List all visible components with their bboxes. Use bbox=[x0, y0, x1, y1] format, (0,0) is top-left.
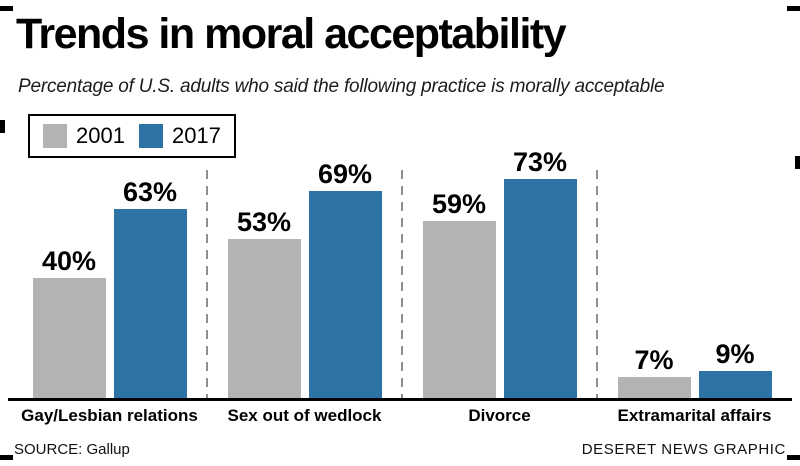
chart-legend: 2001 2017 bbox=[28, 114, 236, 158]
graphic-credit: DESERET NEWS GRAPHIC bbox=[581, 441, 786, 458]
crop-mark bbox=[787, 6, 800, 11]
category-label: Sex out of wedlock bbox=[227, 406, 382, 425]
legend-item-2017: 2017 bbox=[138, 123, 221, 149]
bar-with-label: 7% bbox=[617, 345, 691, 398]
bar-2017 bbox=[698, 371, 772, 398]
bar-group: 40% 63% bbox=[12, 179, 207, 398]
bar-value-label: 63% bbox=[122, 177, 178, 207]
bar-with-label: 73% bbox=[503, 147, 577, 398]
legend-swatch-2017 bbox=[138, 124, 163, 148]
bar-with-label: 63% bbox=[113, 177, 187, 398]
bar-group: 59% 73% bbox=[402, 149, 597, 398]
bar-value-label: 69% bbox=[317, 159, 373, 189]
legend-label: 2001 bbox=[76, 123, 125, 148]
category-label: Divorce bbox=[468, 406, 531, 425]
bar-2017 bbox=[308, 191, 382, 398]
legend-swatch-2001 bbox=[43, 124, 67, 148]
bar-with-label: 40% bbox=[32, 246, 106, 398]
dashed-separator bbox=[596, 170, 598, 398]
bar-2017 bbox=[503, 179, 577, 398]
crop-mark bbox=[795, 156, 800, 169]
page-title: Trends in moral acceptability bbox=[16, 10, 567, 58]
chart-subtitle: Percentage of U.S. adults who said the f… bbox=[18, 76, 665, 97]
bar-value-label: 7% bbox=[634, 345, 674, 375]
chart-baseline bbox=[8, 398, 792, 401]
legend-label: 2017 bbox=[171, 123, 221, 148]
bar-value-label: 9% bbox=[715, 339, 755, 369]
bar-with-label: 9% bbox=[698, 339, 772, 398]
bar-with-label: 53% bbox=[227, 207, 301, 398]
category-label: Gay/Lesbian relations bbox=[21, 406, 198, 425]
dashed-separator bbox=[401, 170, 403, 398]
dashed-separator bbox=[206, 170, 208, 398]
bar-value-label: 73% bbox=[512, 147, 568, 177]
bar-2001 bbox=[617, 377, 691, 398]
source-credit: SOURCE: Gallup bbox=[14, 441, 130, 458]
legend-item-2001: 2001 bbox=[43, 123, 125, 149]
crop-mark bbox=[0, 6, 13, 11]
crop-mark bbox=[787, 455, 800, 460]
bar-2001 bbox=[32, 278, 106, 398]
crop-mark bbox=[0, 120, 5, 133]
bar-group: 53% 69% bbox=[207, 161, 402, 398]
bar-with-label: 59% bbox=[422, 189, 496, 398]
category-label: Extramarital affairs bbox=[617, 406, 772, 425]
bar-value-label: 53% bbox=[236, 207, 292, 237]
bar-group: 7% 9% bbox=[597, 341, 792, 398]
bar-value-label: 59% bbox=[431, 189, 487, 219]
crop-mark bbox=[0, 455, 13, 460]
bar-2017 bbox=[113, 209, 187, 398]
bar-2001 bbox=[227, 239, 301, 398]
bar-value-label: 40% bbox=[41, 246, 97, 276]
bar-2001 bbox=[422, 221, 496, 398]
bar-with-label: 69% bbox=[308, 159, 382, 398]
